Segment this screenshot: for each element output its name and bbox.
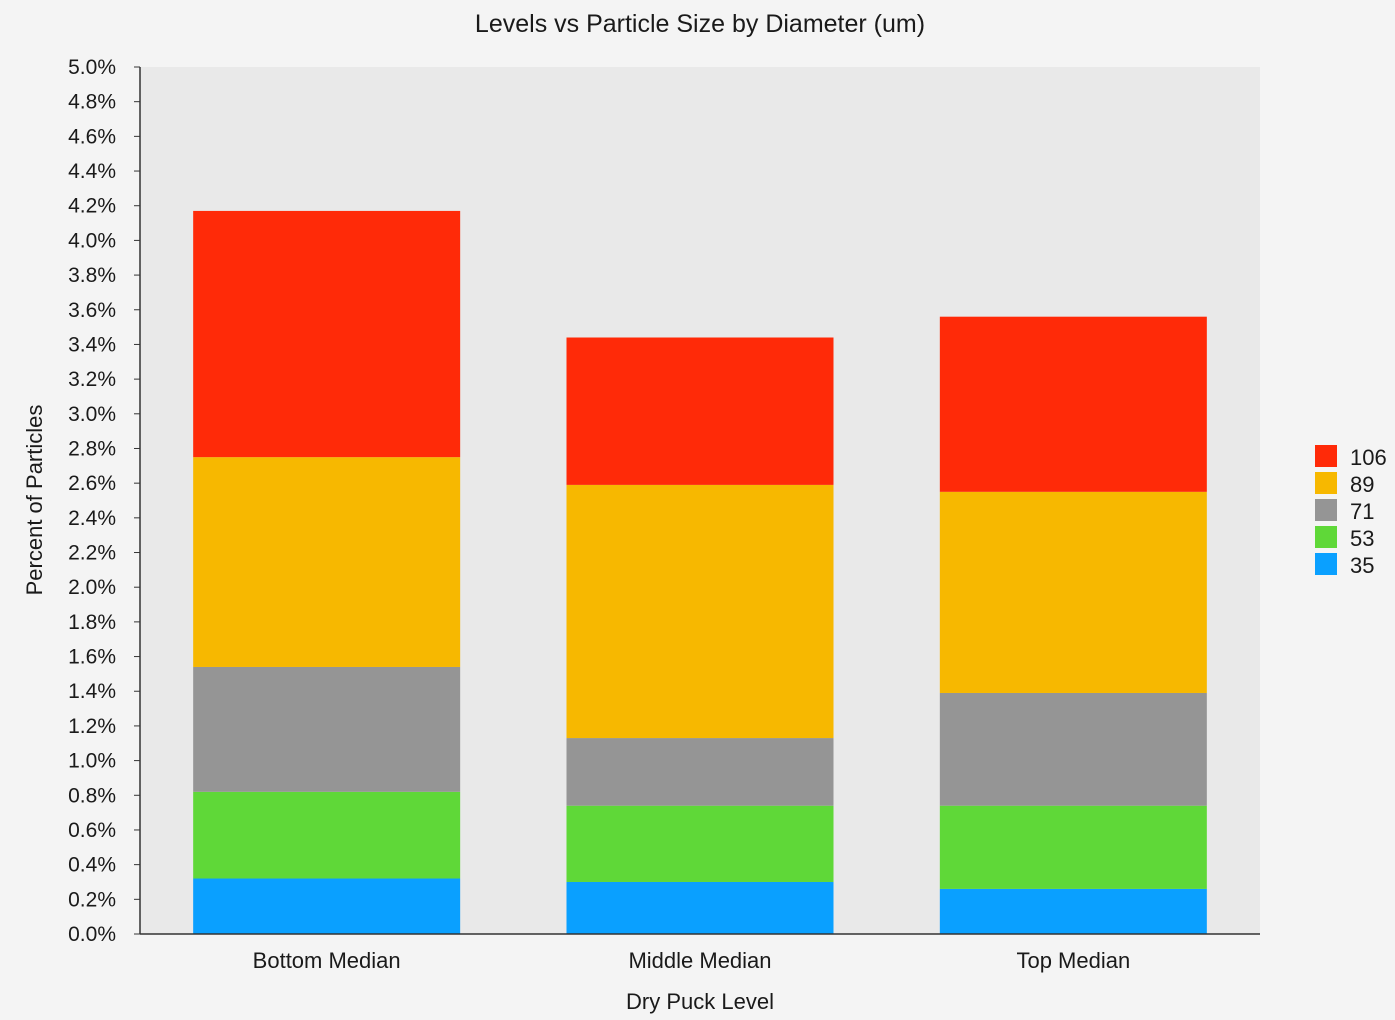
- y-tick-label: 2.0%: [68, 576, 116, 599]
- legend-swatch-71: [1315, 499, 1337, 521]
- y-tick-label: 1.0%: [68, 750, 116, 773]
- y-tick-label: 4.6%: [68, 125, 116, 148]
- y-tick-label: 0.0%: [68, 923, 116, 946]
- chart-title: Levels vs Particle Size by Diameter (um): [475, 10, 925, 38]
- y-tick-label: 0.8%: [68, 784, 116, 807]
- y-tick-label: 4.2%: [68, 195, 116, 218]
- x-axis-categories: Bottom Median Middle Median Top Median: [253, 948, 1131, 973]
- y-tick-label: 2.2%: [68, 542, 116, 565]
- bar-segment-53: [939, 805, 1207, 889]
- y-tick-label: 1.2%: [68, 715, 116, 738]
- y-tick-label: 1.4%: [68, 680, 116, 703]
- y-tick-label: 3.6%: [68, 299, 116, 322]
- y-tick-label: 0.2%: [68, 888, 116, 911]
- x-tick-label: Middle Median: [628, 948, 771, 973]
- bar-segment-89: [939, 491, 1207, 693]
- x-axis-title: Dry Puck Level: [626, 989, 774, 1014]
- y-tick-label: 1.6%: [68, 646, 116, 669]
- y-tick-label: 3.8%: [68, 264, 116, 287]
- bar-segment-106: [193, 210, 461, 458]
- bar-segment-71: [939, 692, 1207, 806]
- y-tick-label: 2.4%: [68, 507, 116, 530]
- bar-segment-71: [566, 738, 834, 806]
- bar-segment-35: [939, 888, 1207, 934]
- y-tick-label: 3.4%: [68, 333, 116, 356]
- y-tick-label: 2.8%: [68, 437, 116, 460]
- y-tick-label: 4.0%: [68, 229, 116, 252]
- legend-label-53: 53: [1350, 526, 1374, 551]
- y-tick-label: 4.8%: [68, 91, 116, 114]
- legend-label-89: 89: [1350, 472, 1374, 497]
- y-tick-label: 4.4%: [68, 160, 116, 183]
- bar-segment-106: [566, 337, 834, 485]
- bar-segment-106: [939, 316, 1207, 492]
- y-tick-label: 1.8%: [68, 611, 116, 634]
- y-tick-label: 0.4%: [68, 854, 116, 877]
- y-axis-ticks: 0.0% 0.2% 0.4% 0.6% 0.8% 1.0% 1.2% 1.4% 1.6% 1.8%…: [68, 56, 140, 946]
- y-tick-label: 3.0%: [68, 403, 116, 426]
- bar-segment-35: [193, 878, 461, 934]
- y-tick-label: 3.2%: [68, 368, 116, 391]
- legend-swatch-89: [1315, 472, 1337, 494]
- bar-segment-89: [566, 484, 834, 739]
- x-tick-label: Top Median: [1016, 948, 1130, 973]
- legend-swatch-35: [1315, 553, 1337, 575]
- y-tick-label: 2.6%: [68, 472, 116, 495]
- bar-segment-53: [193, 791, 461, 879]
- bar-segment-89: [193, 457, 461, 667]
- bar-segment-71: [193, 666, 461, 792]
- x-tick-label: Bottom Median: [253, 948, 401, 973]
- legend-label-71: 71: [1350, 499, 1374, 524]
- bars: [193, 210, 1207, 934]
- y-axis-title: Percent of Particles: [22, 405, 47, 596]
- legend-swatch-53: [1315, 526, 1337, 548]
- y-tick-label: 0.6%: [68, 819, 116, 842]
- legend-label-35: 35: [1350, 553, 1374, 578]
- legend-label-106: 106: [1350, 445, 1387, 470]
- legend-swatch-106: [1315, 445, 1337, 467]
- bar-segment-35: [566, 881, 834, 934]
- y-tick-label: 5.0%: [68, 56, 116, 79]
- bar-segment-53: [566, 805, 834, 882]
